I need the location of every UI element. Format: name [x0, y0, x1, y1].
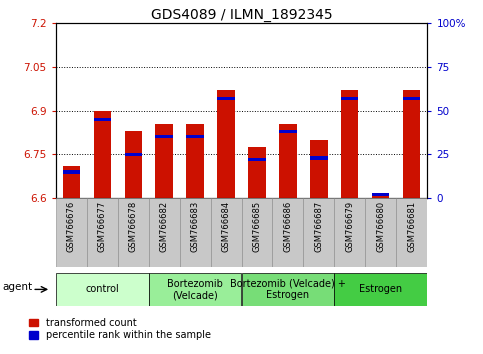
Bar	[372, 195, 389, 198]
Bar	[56, 198, 86, 267]
Bar	[311, 140, 327, 198]
Text: GSM766687: GSM766687	[314, 201, 324, 252]
Bar	[94, 118, 111, 121]
Bar	[86, 198, 117, 267]
Text: agent: agent	[3, 282, 33, 292]
Bar	[403, 90, 421, 198]
Bar	[117, 198, 149, 267]
Bar	[156, 124, 172, 198]
Bar	[62, 170, 80, 173]
Bar	[341, 90, 358, 198]
Text: GSM766678: GSM766678	[128, 201, 138, 252]
Bar	[303, 198, 334, 267]
Bar	[372, 193, 389, 196]
Legend: transformed count, percentile rank within the sample: transformed count, percentile rank withi…	[29, 318, 211, 341]
Title: GDS4089 / ILMN_1892345: GDS4089 / ILMN_1892345	[151, 8, 332, 22]
Text: GSM766681: GSM766681	[408, 201, 416, 252]
Text: GSM766684: GSM766684	[222, 201, 230, 252]
Bar	[341, 97, 358, 100]
Bar	[397, 198, 427, 267]
Bar	[149, 273, 242, 306]
Bar	[242, 198, 272, 267]
Bar	[125, 153, 142, 156]
Text: GSM766686: GSM766686	[284, 201, 293, 252]
Bar	[211, 198, 242, 267]
Bar	[248, 158, 266, 161]
Bar	[217, 90, 235, 198]
Text: GSM766680: GSM766680	[376, 201, 385, 252]
Bar	[56, 273, 149, 306]
Bar	[156, 135, 172, 138]
Text: Bortezomib
(Velcade): Bortezomib (Velcade)	[167, 279, 223, 300]
Text: Bortezomib (Velcade) +
Estrogen: Bortezomib (Velcade) + Estrogen	[230, 279, 346, 300]
Bar	[248, 147, 266, 198]
Bar	[186, 124, 203, 198]
Text: GSM766679: GSM766679	[345, 201, 355, 252]
Bar	[334, 198, 366, 267]
Text: GSM766683: GSM766683	[190, 201, 199, 252]
Text: GSM766677: GSM766677	[98, 201, 107, 252]
Text: Estrogen: Estrogen	[359, 284, 402, 295]
Bar	[186, 135, 203, 138]
Text: GSM766682: GSM766682	[159, 201, 169, 252]
Bar	[280, 124, 297, 198]
Bar	[403, 97, 421, 100]
Bar	[242, 273, 334, 306]
Bar	[149, 198, 180, 267]
Bar	[180, 198, 211, 267]
Text: GSM766676: GSM766676	[67, 201, 75, 252]
Text: control: control	[85, 284, 119, 295]
Bar	[280, 130, 297, 133]
Bar	[125, 131, 142, 198]
Bar	[272, 198, 303, 267]
Bar	[334, 273, 427, 306]
Bar	[217, 97, 235, 100]
Bar	[62, 166, 80, 198]
Text: GSM766685: GSM766685	[253, 201, 261, 252]
Bar	[94, 110, 111, 198]
Bar	[311, 156, 327, 160]
Bar	[366, 198, 397, 267]
